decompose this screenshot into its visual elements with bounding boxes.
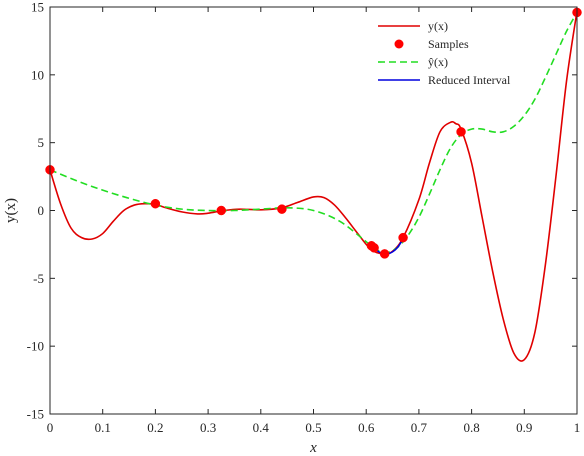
sample-point <box>456 127 466 137</box>
x-tick-label: 1 <box>574 420 581 435</box>
sample-point <box>277 204 287 214</box>
y-tick-label: -15 <box>27 407 44 422</box>
sample-point <box>398 232 408 243</box>
y-tick-label: 5 <box>38 135 45 150</box>
ticks-layer: 0 0.1 0.2 0.3 0.4 0.5 0.6 0.7 0.8 0.9 1 -15 -10 -5 0 5 1… <box>27 0 581 435</box>
sample-point <box>216 205 227 216</box>
x-tick-label: 0.1 <box>95 420 111 435</box>
legend-entry-yhat-label: ŷ(x) <box>428 55 448 69</box>
y-tick-label: -10 <box>27 339 44 354</box>
x-tick-label: 0.4 <box>253 420 270 435</box>
samples-layer <box>45 7 582 259</box>
y-tick-label: 10 <box>31 67 44 82</box>
x-tick-label: 0.2 <box>147 420 163 435</box>
legend-entry-samples-label: Samples <box>428 37 469 51</box>
y-axis-label: y(x) <box>3 198 19 223</box>
x-tick-label: 0 <box>47 420 54 435</box>
sample-point <box>379 249 390 259</box>
legend: y(x) Samples ŷ(x) Reduced Interval <box>378 19 511 87</box>
x-tick-label: 0.5 <box>305 420 321 435</box>
series-y-line <box>50 10 577 362</box>
legend-entry-samples-swatch <box>394 39 404 49</box>
x-tick-label: 0.7 <box>411 420 428 435</box>
legend-entry-y-label: y(x) <box>428 19 448 33</box>
sample-point <box>150 198 161 209</box>
x-tick-label: 0.9 <box>516 420 532 435</box>
x-tick-label: 0.3 <box>200 420 216 435</box>
sample-point <box>369 243 379 253</box>
legend-entry-reduced-interval-label: Reduced Interval <box>428 73 511 87</box>
y-tick-label: 0 <box>38 203 45 218</box>
y-tick-label: -5 <box>33 271 44 286</box>
x-tick-label: 0.6 <box>358 420 375 435</box>
x-axis-label: x <box>309 440 317 456</box>
x-tick-label: 0.8 <box>463 420 479 435</box>
series-yhat-line <box>50 12 577 254</box>
y-tick-label: 15 <box>31 0 44 15</box>
